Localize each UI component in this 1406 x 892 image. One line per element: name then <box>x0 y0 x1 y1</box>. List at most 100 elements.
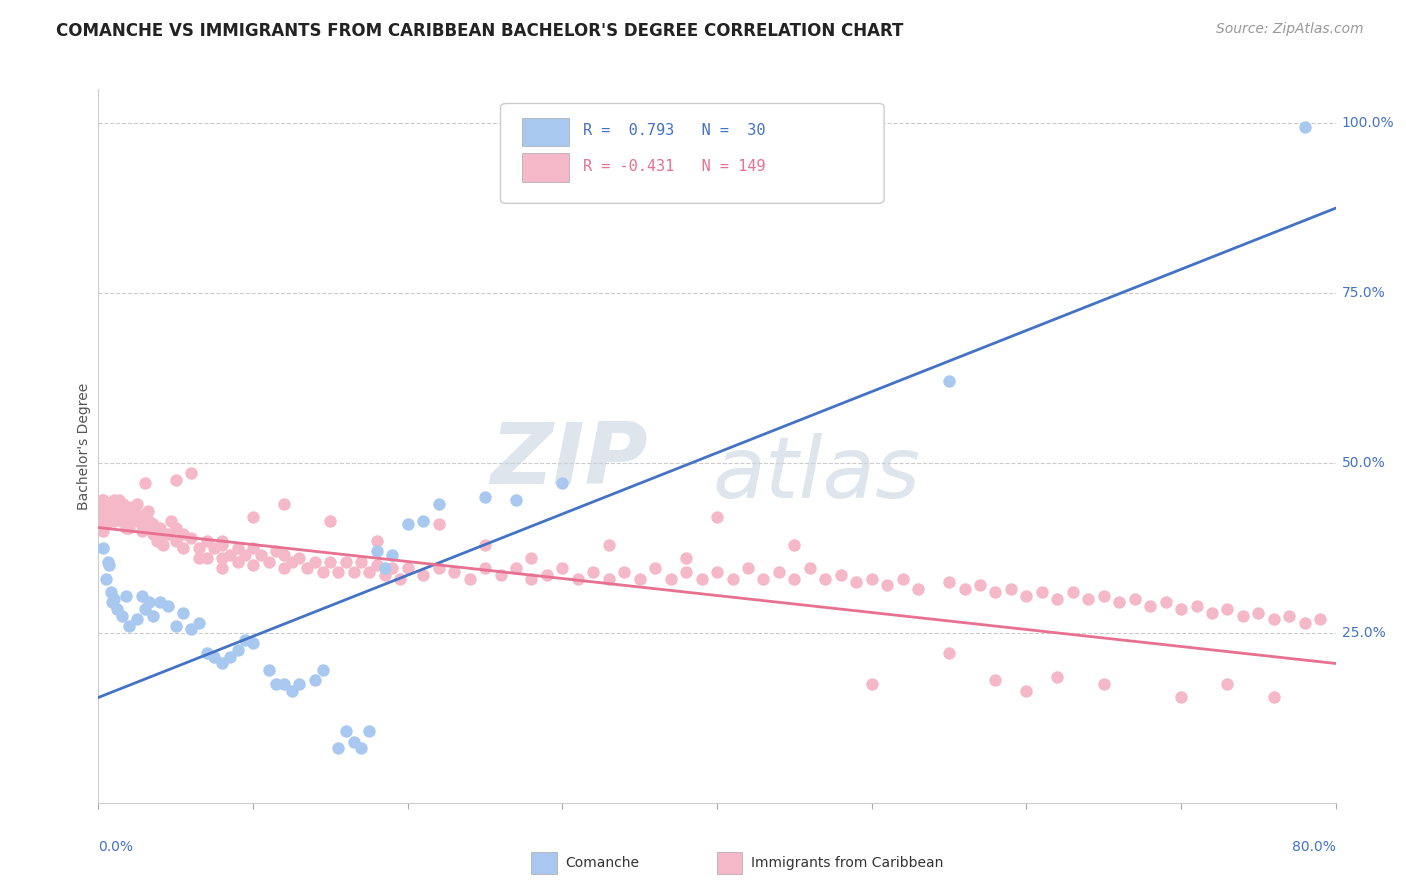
Point <box>100 500 122 515</box>
Point <box>118 500 141 515</box>
Point <box>374 568 396 582</box>
Point <box>1278 608 1301 623</box>
Point <box>1123 591 1146 606</box>
Point <box>96 503 118 517</box>
Point <box>458 572 481 586</box>
Point <box>783 537 806 551</box>
Point <box>706 565 728 579</box>
Point <box>860 572 883 586</box>
Point <box>211 561 233 575</box>
Point <box>233 632 257 647</box>
Point <box>149 595 172 609</box>
Point <box>131 589 153 603</box>
Point <box>1092 677 1115 691</box>
Point <box>100 510 122 524</box>
Point <box>172 606 194 620</box>
Point <box>984 673 1007 688</box>
Point <box>93 507 115 521</box>
Point <box>427 497 450 511</box>
Point <box>907 582 929 596</box>
Point <box>226 541 249 555</box>
Point <box>752 572 775 586</box>
Point <box>97 514 120 528</box>
Point <box>721 572 744 586</box>
Point <box>474 561 496 575</box>
Point <box>675 551 697 566</box>
Point <box>319 555 342 569</box>
Point <box>90 493 112 508</box>
Point <box>115 520 138 534</box>
Point <box>388 572 412 586</box>
Point <box>93 500 115 515</box>
Point <box>141 608 165 623</box>
Point <box>304 555 326 569</box>
Point <box>366 544 388 558</box>
Point <box>98 558 121 572</box>
Point <box>211 537 233 551</box>
Point <box>1263 612 1285 626</box>
Text: Comanche: Comanche <box>565 856 640 871</box>
Point <box>105 510 128 524</box>
Point <box>326 565 350 579</box>
Point <box>551 476 574 491</box>
Point <box>141 527 165 541</box>
Point <box>1232 608 1254 623</box>
Point <box>242 558 264 572</box>
Point <box>195 646 218 660</box>
Point <box>381 561 404 575</box>
Point <box>111 500 132 515</box>
Point <box>690 572 713 586</box>
Point <box>1294 615 1316 630</box>
Point <box>273 548 295 562</box>
Point <box>122 503 145 517</box>
Point <box>505 561 527 575</box>
Point <box>172 527 194 541</box>
Point <box>860 677 883 691</box>
Point <box>87 514 110 528</box>
Text: R =  0.793   N =  30: R = 0.793 N = 30 <box>583 123 766 138</box>
Point <box>427 561 450 575</box>
Point <box>152 537 174 551</box>
Point <box>891 572 914 586</box>
Point <box>1294 120 1316 134</box>
Point <box>984 585 1007 599</box>
Point <box>938 574 960 589</box>
Bar <box>717 852 742 874</box>
Point <box>1077 591 1099 606</box>
Point <box>204 541 226 555</box>
Point <box>582 565 605 579</box>
Point <box>814 572 837 586</box>
Point <box>335 724 357 739</box>
Point <box>1201 606 1223 620</box>
Text: 100.0%: 100.0% <box>1341 116 1395 130</box>
Point <box>1309 612 1331 626</box>
Point <box>149 520 172 534</box>
Point <box>343 565 366 579</box>
Point <box>211 534 233 549</box>
Point <box>396 517 419 532</box>
Point <box>350 555 373 569</box>
Point <box>675 565 697 579</box>
Point <box>127 497 149 511</box>
Point <box>165 619 187 633</box>
Point <box>138 595 160 609</box>
Point <box>628 572 651 586</box>
Point <box>103 591 125 606</box>
Point <box>1247 606 1270 620</box>
Point <box>257 555 280 569</box>
Point <box>1000 582 1022 596</box>
Point <box>91 524 114 538</box>
Point <box>505 493 527 508</box>
Point <box>157 599 180 613</box>
Point <box>188 541 211 555</box>
Point <box>312 663 335 677</box>
Point <box>134 520 156 534</box>
Point <box>134 602 156 616</box>
Point <box>335 555 357 569</box>
Point <box>343 734 366 748</box>
Point <box>165 520 187 534</box>
Point <box>953 582 976 596</box>
Point <box>536 568 558 582</box>
Point <box>474 490 496 504</box>
Point <box>876 578 898 592</box>
